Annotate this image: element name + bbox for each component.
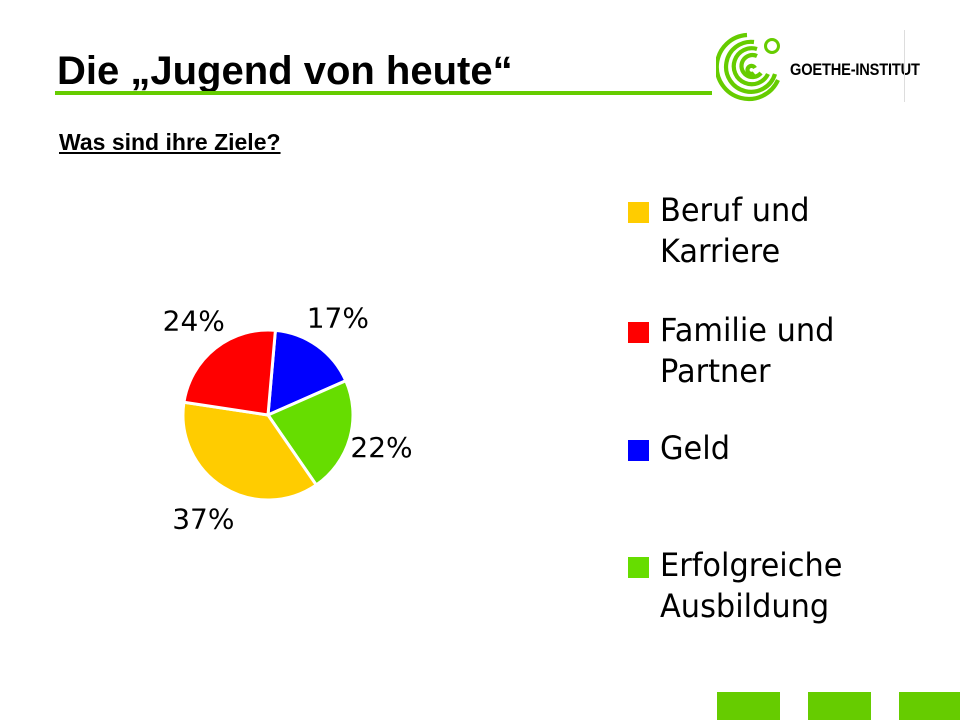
slide-title: Die „Jugend von heute“ bbox=[57, 49, 513, 93]
nav-button-3[interactable] bbox=[899, 692, 960, 720]
legend-swatch bbox=[628, 322, 649, 343]
pie-slice bbox=[181, 400, 319, 502]
pie-slice bbox=[266, 328, 348, 418]
legend-label: Geld bbox=[660, 429, 731, 467]
slide-subtitle: Was sind ihre Ziele? bbox=[59, 129, 281, 155]
pie-chart: 17% 22% 37% 24% bbox=[163, 301, 413, 535]
goethe-institut-logo: GOETHE-INSTITUT bbox=[714, 32, 920, 104]
nav-button-1[interactable] bbox=[717, 692, 780, 720]
legend-label: Beruf und Karriere bbox=[660, 191, 810, 270]
legend-swatch bbox=[628, 557, 649, 578]
slice-value-label: 22% bbox=[350, 431, 412, 464]
goethe-logo-icon bbox=[714, 32, 780, 102]
nav-button-2[interactable] bbox=[808, 692, 871, 720]
legend-swatch bbox=[628, 202, 649, 223]
slice-value-label: 37% bbox=[172, 502, 234, 535]
pie-slice bbox=[265, 378, 355, 488]
logo-wordmark: GOETHE-INSTITUT bbox=[790, 60, 920, 79]
slice-value-label: 24% bbox=[163, 305, 225, 338]
slice-value-label: 17% bbox=[307, 301, 369, 334]
title-underline bbox=[55, 91, 712, 95]
legend-label: Erfolgreiche Ausbildung bbox=[660, 546, 843, 625]
pie-slice bbox=[182, 328, 278, 417]
legend-label: Familie und Partner bbox=[660, 311, 835, 390]
legend-swatch bbox=[628, 440, 649, 461]
logo-divider bbox=[904, 30, 905, 102]
